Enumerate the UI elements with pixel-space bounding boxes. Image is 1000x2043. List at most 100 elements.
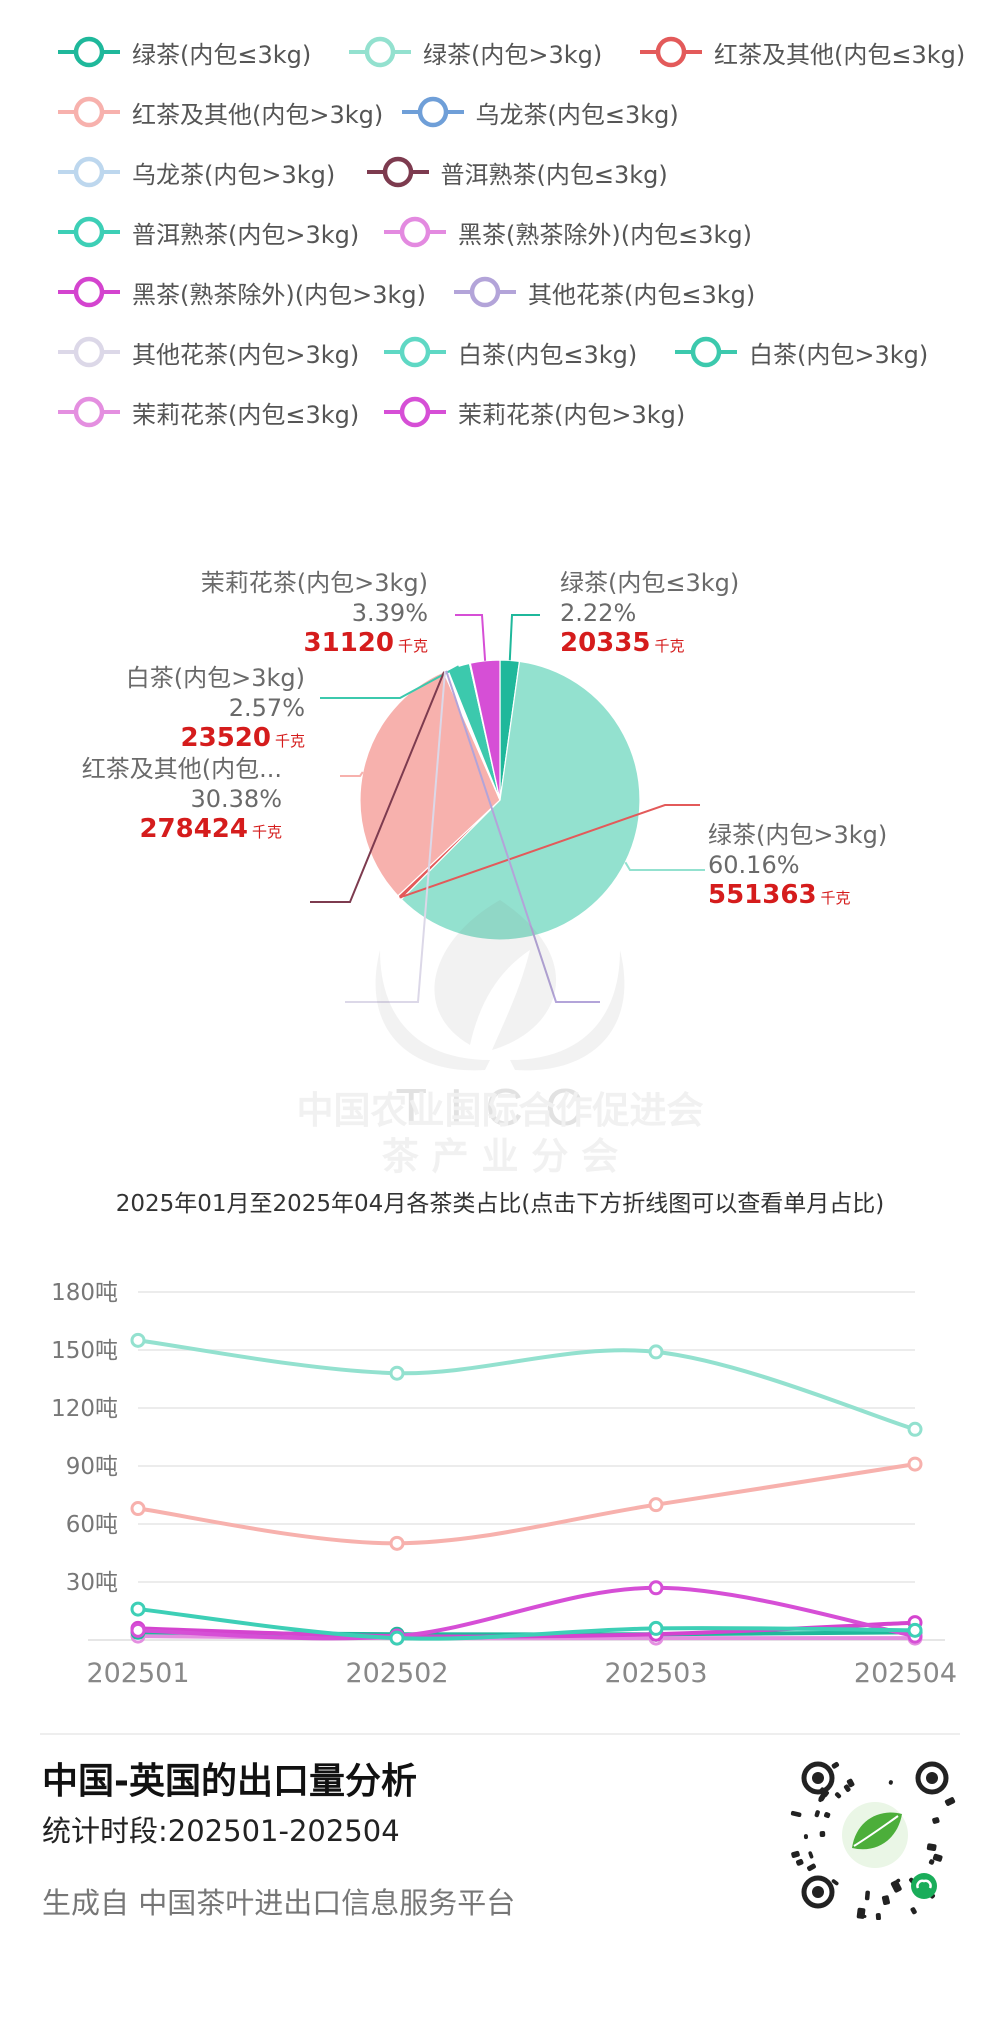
legend-marker-icon — [58, 396, 120, 428]
legend-item[interactable]: 黑茶(熟茶除外)(内包≤3kg) — [382, 214, 752, 250]
line-chart[interactable]: 30吨 60吨 90吨 120吨 150吨 180吨 202501 202502 202503 2… — [0, 1250, 1000, 1720]
y-tick-label: 150吨 — [51, 1338, 118, 1364]
legend-label: 乌龙茶(内包≤3kg) — [475, 100, 679, 129]
legend-label: 红茶及其他(内包≤3kg) — [714, 40, 966, 69]
legend-marker-icon — [401, 96, 464, 128]
legend-item[interactable]: 乌龙茶(内包≤3kg) — [400, 94, 679, 130]
line-point[interactable] — [389, 1630, 405, 1646]
legend-label: 黑茶(熟茶除外)(内包≤3kg) — [458, 220, 752, 249]
line-point[interactable] — [907, 1421, 923, 1437]
line-point[interactable] — [648, 1497, 664, 1513]
y-tick-label: 60吨 — [66, 1512, 118, 1538]
pie-leader-line — [455, 614, 487, 661]
legend-label: 绿茶(内包>3kg) — [423, 40, 603, 69]
pie-leader-line — [445, 670, 600, 1003]
legend-item[interactable]: 白茶(内包>3kg) — [673, 334, 928, 370]
pie-label-name: 绿茶(内包≤3kg) — [560, 569, 739, 597]
legend-item[interactable]: 红茶及其他(内包≤3kg) — [638, 34, 965, 70]
legend-marker-icon — [349, 36, 411, 68]
legend-marker-icon — [384, 336, 446, 368]
footer-source: 生成自 中国茶叶进出口信息服务平台 — [42, 1886, 516, 1920]
legend-label: 白茶(内包≤3kg) — [458, 340, 638, 369]
pie-label-name: 绿茶(内包>3kg) — [708, 821, 887, 849]
legend-label: 绿茶(内包≤3kg) — [132, 40, 312, 69]
line-point[interactable] — [648, 1580, 664, 1596]
legend-item[interactable]: 绿茶(内包≤3kg) — [56, 34, 311, 70]
legend-label: 红茶及其他(内包>3kg) — [132, 100, 384, 129]
watermark-line2: 茶 产 业 分 会 — [381, 1135, 619, 1178]
pie-leader-line — [340, 771, 364, 777]
line-point[interactable] — [389, 1365, 405, 1381]
legend-marker-icon — [58, 96, 120, 128]
legend-item[interactable]: 普洱熟茶(内包>3kg) — [56, 214, 359, 250]
pie-label-value: 31120 千克 — [304, 628, 428, 658]
line-series[interactable] — [136, 1462, 917, 1546]
legend-label: 茉莉花茶(内包>3kg) — [458, 400, 686, 429]
legend-marker-icon — [58, 276, 120, 308]
legend-marker-icon — [384, 216, 446, 248]
line-series[interactable] — [136, 1585, 917, 1641]
pie-leader-line — [399, 804, 700, 899]
y-tick-label: 180吨 — [51, 1280, 118, 1306]
legend-item[interactable]: 普洱熟茶(内包≤3kg) — [365, 154, 668, 190]
y-tick-label: 30吨 — [66, 1570, 118, 1596]
legend-marker-icon — [58, 336, 120, 368]
legend-item[interactable]: 其他花茶(内包>3kg) — [56, 334, 359, 370]
mini-program-badge-icon — [911, 1873, 937, 1899]
legend-item[interactable]: 其他花茶(内包≤3kg) — [452, 274, 755, 310]
legend-marker-icon — [366, 156, 429, 188]
legend-item[interactable]: 绿茶(内包>3kg) — [347, 34, 602, 70]
mini-program-qr-code[interactable] — [790, 1750, 960, 1920]
legend-marker-icon — [384, 396, 446, 428]
legend-item[interactable]: 茉莉花茶(内包>3kg) — [382, 394, 685, 430]
x-tick-label: 202502 — [345, 1658, 448, 1689]
pie-slice[interactable] — [400, 660, 641, 941]
pie-leader-line — [508, 614, 540, 661]
legend-label: 白茶(内包>3kg) — [749, 340, 929, 369]
legend-label: 其他花茶(内包≤3kg) — [528, 280, 756, 309]
pie-label-name: 茉莉花茶(内包>3kg) — [201, 569, 428, 597]
legend-item[interactable]: 黑茶(熟茶除外)(内包>3kg) — [56, 274, 426, 310]
line-point[interactable] — [648, 1620, 664, 1636]
line-point[interactable] — [907, 1622, 923, 1638]
pie-label-value: 23520 千克 — [181, 723, 305, 753]
line-point[interactable] — [130, 1332, 146, 1348]
x-tick-label: 202501 — [86, 1658, 189, 1689]
legend-item[interactable]: 白茶(内包≤3kg) — [382, 334, 637, 370]
pie-label-value: 278424 千克 — [139, 814, 282, 844]
ticc-watermark-logo: TICC — [375, 900, 625, 1137]
legend-item[interactable]: 红茶及其他(内包>3kg) — [56, 94, 383, 130]
legend-marker-icon — [454, 276, 516, 308]
line-series[interactable] — [136, 1338, 917, 1432]
legend-label: 乌龙茶(内包>3kg) — [132, 160, 336, 189]
pie-label-percent: 3.39% — [352, 599, 428, 627]
pie-label-value: 20335 千克 — [560, 628, 684, 658]
pie-label-percent: 60.16% — [708, 851, 800, 879]
legend-marker-icon — [675, 336, 737, 368]
pie-leader-line — [345, 671, 446, 1003]
legend-item[interactable]: 乌龙茶(内包>3kg) — [56, 154, 335, 190]
pie-chart-title: 2025年01月至2025年04月各茶类占比(点击下方折线图可以查看单月占比) — [115, 1191, 885, 1217]
pie-label-percent: 2.57% — [229, 694, 305, 722]
chart-legend: 绿茶(内包≤3kg) 绿茶(内包>3kg) 红茶及其他(内包≤3kg) 红茶及其他(内… — [0, 0, 1000, 460]
footer-title: 中国-英国的出口量分析 — [42, 1761, 417, 1802]
pie-chart[interactable]: 绿茶(内包≤3kg)2.22%20335 千克绿茶(内包>3kg)60.16%55… — [0, 540, 1000, 1040]
pie-label-percent: 2.22% — [560, 599, 636, 627]
line-point[interactable] — [130, 1601, 146, 1617]
line-series[interactable] — [136, 1607, 917, 1641]
legend-item[interactable]: 茉莉花茶(内包≤3kg) — [56, 394, 359, 430]
pie-label-value: 551363 千克 — [708, 880, 851, 910]
line-point[interactable] — [130, 1501, 146, 1517]
legend-marker-icon — [58, 156, 120, 188]
line-point[interactable] — [648, 1344, 664, 1360]
pie-leader-line — [310, 671, 446, 903]
line-point[interactable] — [907, 1456, 923, 1472]
line-point[interactable] — [130, 1622, 146, 1638]
line-point[interactable] — [389, 1535, 405, 1551]
legend-label: 普洱熟茶(内包≤3kg) — [440, 160, 668, 189]
pie-label-name: 红茶及其他(内包... — [82, 755, 282, 783]
legend-label: 黑茶(熟茶除外)(内包>3kg) — [132, 280, 426, 309]
pie-label-percent: 30.38% — [190, 785, 282, 813]
footer-period: 统计时段:202501-202504 — [42, 1814, 400, 1848]
watermark-line1: 中国农业国际合作促进会 — [296, 1089, 704, 1132]
